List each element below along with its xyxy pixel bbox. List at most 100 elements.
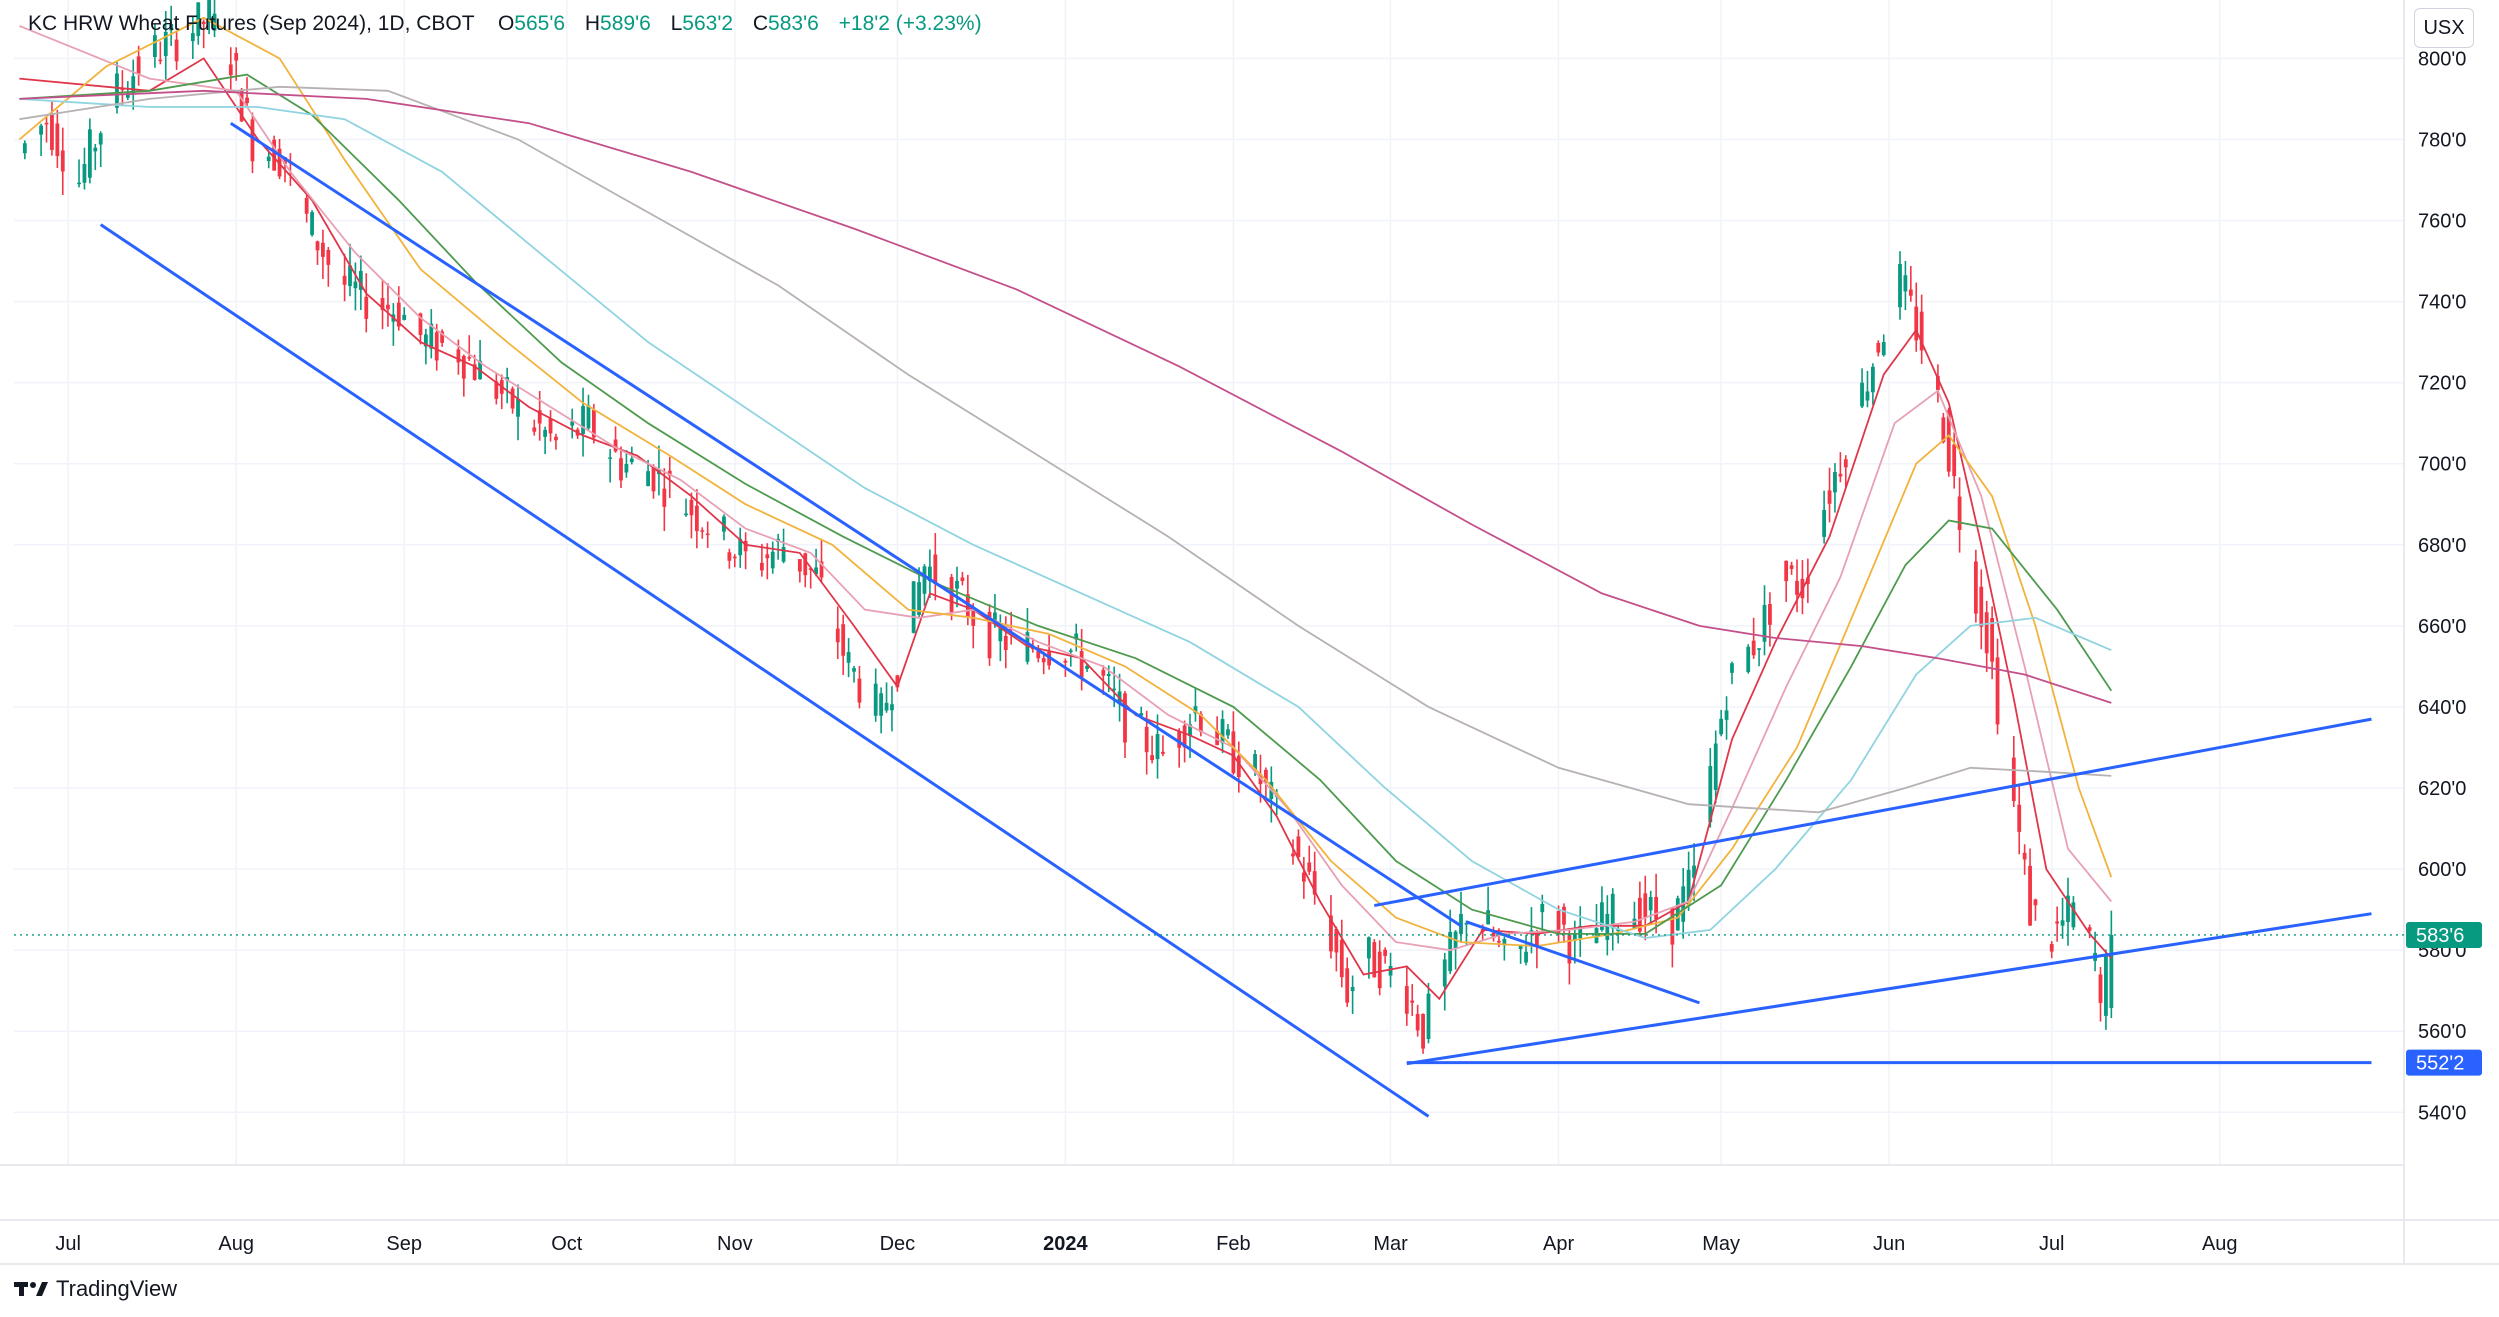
candle-body <box>456 349 461 363</box>
candle-body <box>1215 730 1220 746</box>
x-tick-label: May <box>1702 1233 1740 1255</box>
candle-body <box>1556 911 1561 933</box>
candle-body <box>1155 734 1160 760</box>
candle-body <box>2017 804 2022 832</box>
x-tick-label: Feb <box>1216 1233 1250 1255</box>
candle-body <box>2098 974 2103 1003</box>
candle-body <box>1442 959 1447 987</box>
candle-body <box>1312 871 1317 895</box>
candle-body <box>2055 921 2060 924</box>
candle-body <box>1632 918 1637 929</box>
candle-body <box>1345 968 1350 1003</box>
trendline[interactable] <box>1374 717 2372 908</box>
x-tick-label: Jul <box>2039 1233 2065 1255</box>
candle-body <box>315 241 320 251</box>
candle-body <box>1307 862 1312 872</box>
candle-body <box>1908 289 1913 296</box>
candle-body <box>163 31 168 57</box>
candle-body <box>933 554 938 585</box>
candle-body <box>1226 729 1230 736</box>
trendline[interactable] <box>99 223 1430 1118</box>
candle-body <box>911 581 916 633</box>
candle-body <box>321 242 325 257</box>
candle-body <box>1995 657 2000 725</box>
candle-body <box>440 331 445 343</box>
candle-body <box>770 551 775 569</box>
candle-body <box>1106 673 1111 677</box>
candle-body <box>1459 914 1463 934</box>
candle-body <box>310 212 314 235</box>
candle-body <box>1670 907 1675 945</box>
moving-average-line <box>19 73 2113 935</box>
candle-body <box>386 304 390 310</box>
trendline[interactable] <box>1406 912 2372 1066</box>
candle-body <box>201 21 206 25</box>
y-tick-label: 800'0 <box>2418 48 2466 70</box>
open-value: 565'6 <box>514 12 566 35</box>
candle-body <box>732 556 737 559</box>
x-tick-label: Sep <box>386 1233 422 1255</box>
x-tick-label: Nov <box>717 1233 753 1255</box>
candle-body <box>2109 934 2114 1008</box>
currency-button[interactable]: USX <box>2414 8 2474 48</box>
candle-body <box>98 133 103 145</box>
candle-body <box>700 530 705 532</box>
candle-body <box>1220 719 1225 744</box>
candle-body <box>1746 646 1751 673</box>
candle-body <box>1388 965 1393 976</box>
candle-body <box>158 59 163 62</box>
candle-body <box>1903 275 1908 292</box>
y-tick-label: 760'0 <box>2418 211 2466 233</box>
current-price-tag-bg <box>2406 921 2482 948</box>
candle-body <box>283 157 287 164</box>
candle-body <box>87 129 92 178</box>
change-value: +18'2 (+3.23%) <box>838 12 982 35</box>
candle-body <box>591 409 596 438</box>
candle-body <box>423 334 428 347</box>
candle-body <box>955 580 959 589</box>
candle-body <box>1757 648 1761 650</box>
candle-body <box>1524 951 1528 963</box>
trendline[interactable] <box>1465 920 1700 1005</box>
candle-body <box>537 410 542 424</box>
moving-average-line <box>19 25 2112 952</box>
candle-body <box>727 552 732 561</box>
candle-body <box>890 704 894 711</box>
candle-body <box>1101 669 1106 676</box>
y-tick-label: 700'0 <box>2418 454 2466 476</box>
candle-body <box>1264 769 1268 783</box>
candle-body <box>835 628 840 643</box>
candle-body <box>120 88 125 91</box>
candle-body <box>239 89 244 122</box>
candle-body <box>694 505 699 532</box>
candle-body <box>434 332 439 361</box>
candle-body <box>1984 612 1989 654</box>
candle-body <box>808 568 813 570</box>
candle-body <box>884 702 889 711</box>
candle-body <box>1068 650 1073 653</box>
trendline[interactable] <box>229 121 1462 928</box>
moving-average-line <box>18 16 2113 948</box>
candle-body <box>1415 1013 1420 1031</box>
x-tick-label: Oct <box>551 1233 583 1255</box>
candle-body <box>1643 893 1648 919</box>
candle-body <box>2071 902 2076 928</box>
candle-body <box>418 313 423 335</box>
candle-body <box>613 439 618 452</box>
candle-body <box>1562 906 1566 925</box>
candle-body <box>2022 852 2027 860</box>
candle-body <box>1572 934 1577 941</box>
candle-body <box>1941 417 1946 443</box>
candle-body <box>1150 755 1154 761</box>
candle-body <box>380 298 385 311</box>
symbol-title[interactable]: KC HRW Wheat Futures (Sep 2024), 1D, CBO… <box>28 12 475 35</box>
candle-body <box>1540 904 1545 913</box>
candle-body <box>1789 565 1794 569</box>
close-label: C <box>752 12 769 35</box>
candle-body <box>1329 915 1333 952</box>
tradingview-branding[interactable]: TradingView <box>14 1276 177 1302</box>
candle-body <box>1881 342 1886 356</box>
candle-body <box>629 458 634 463</box>
candle-body <box>1919 311 1924 351</box>
